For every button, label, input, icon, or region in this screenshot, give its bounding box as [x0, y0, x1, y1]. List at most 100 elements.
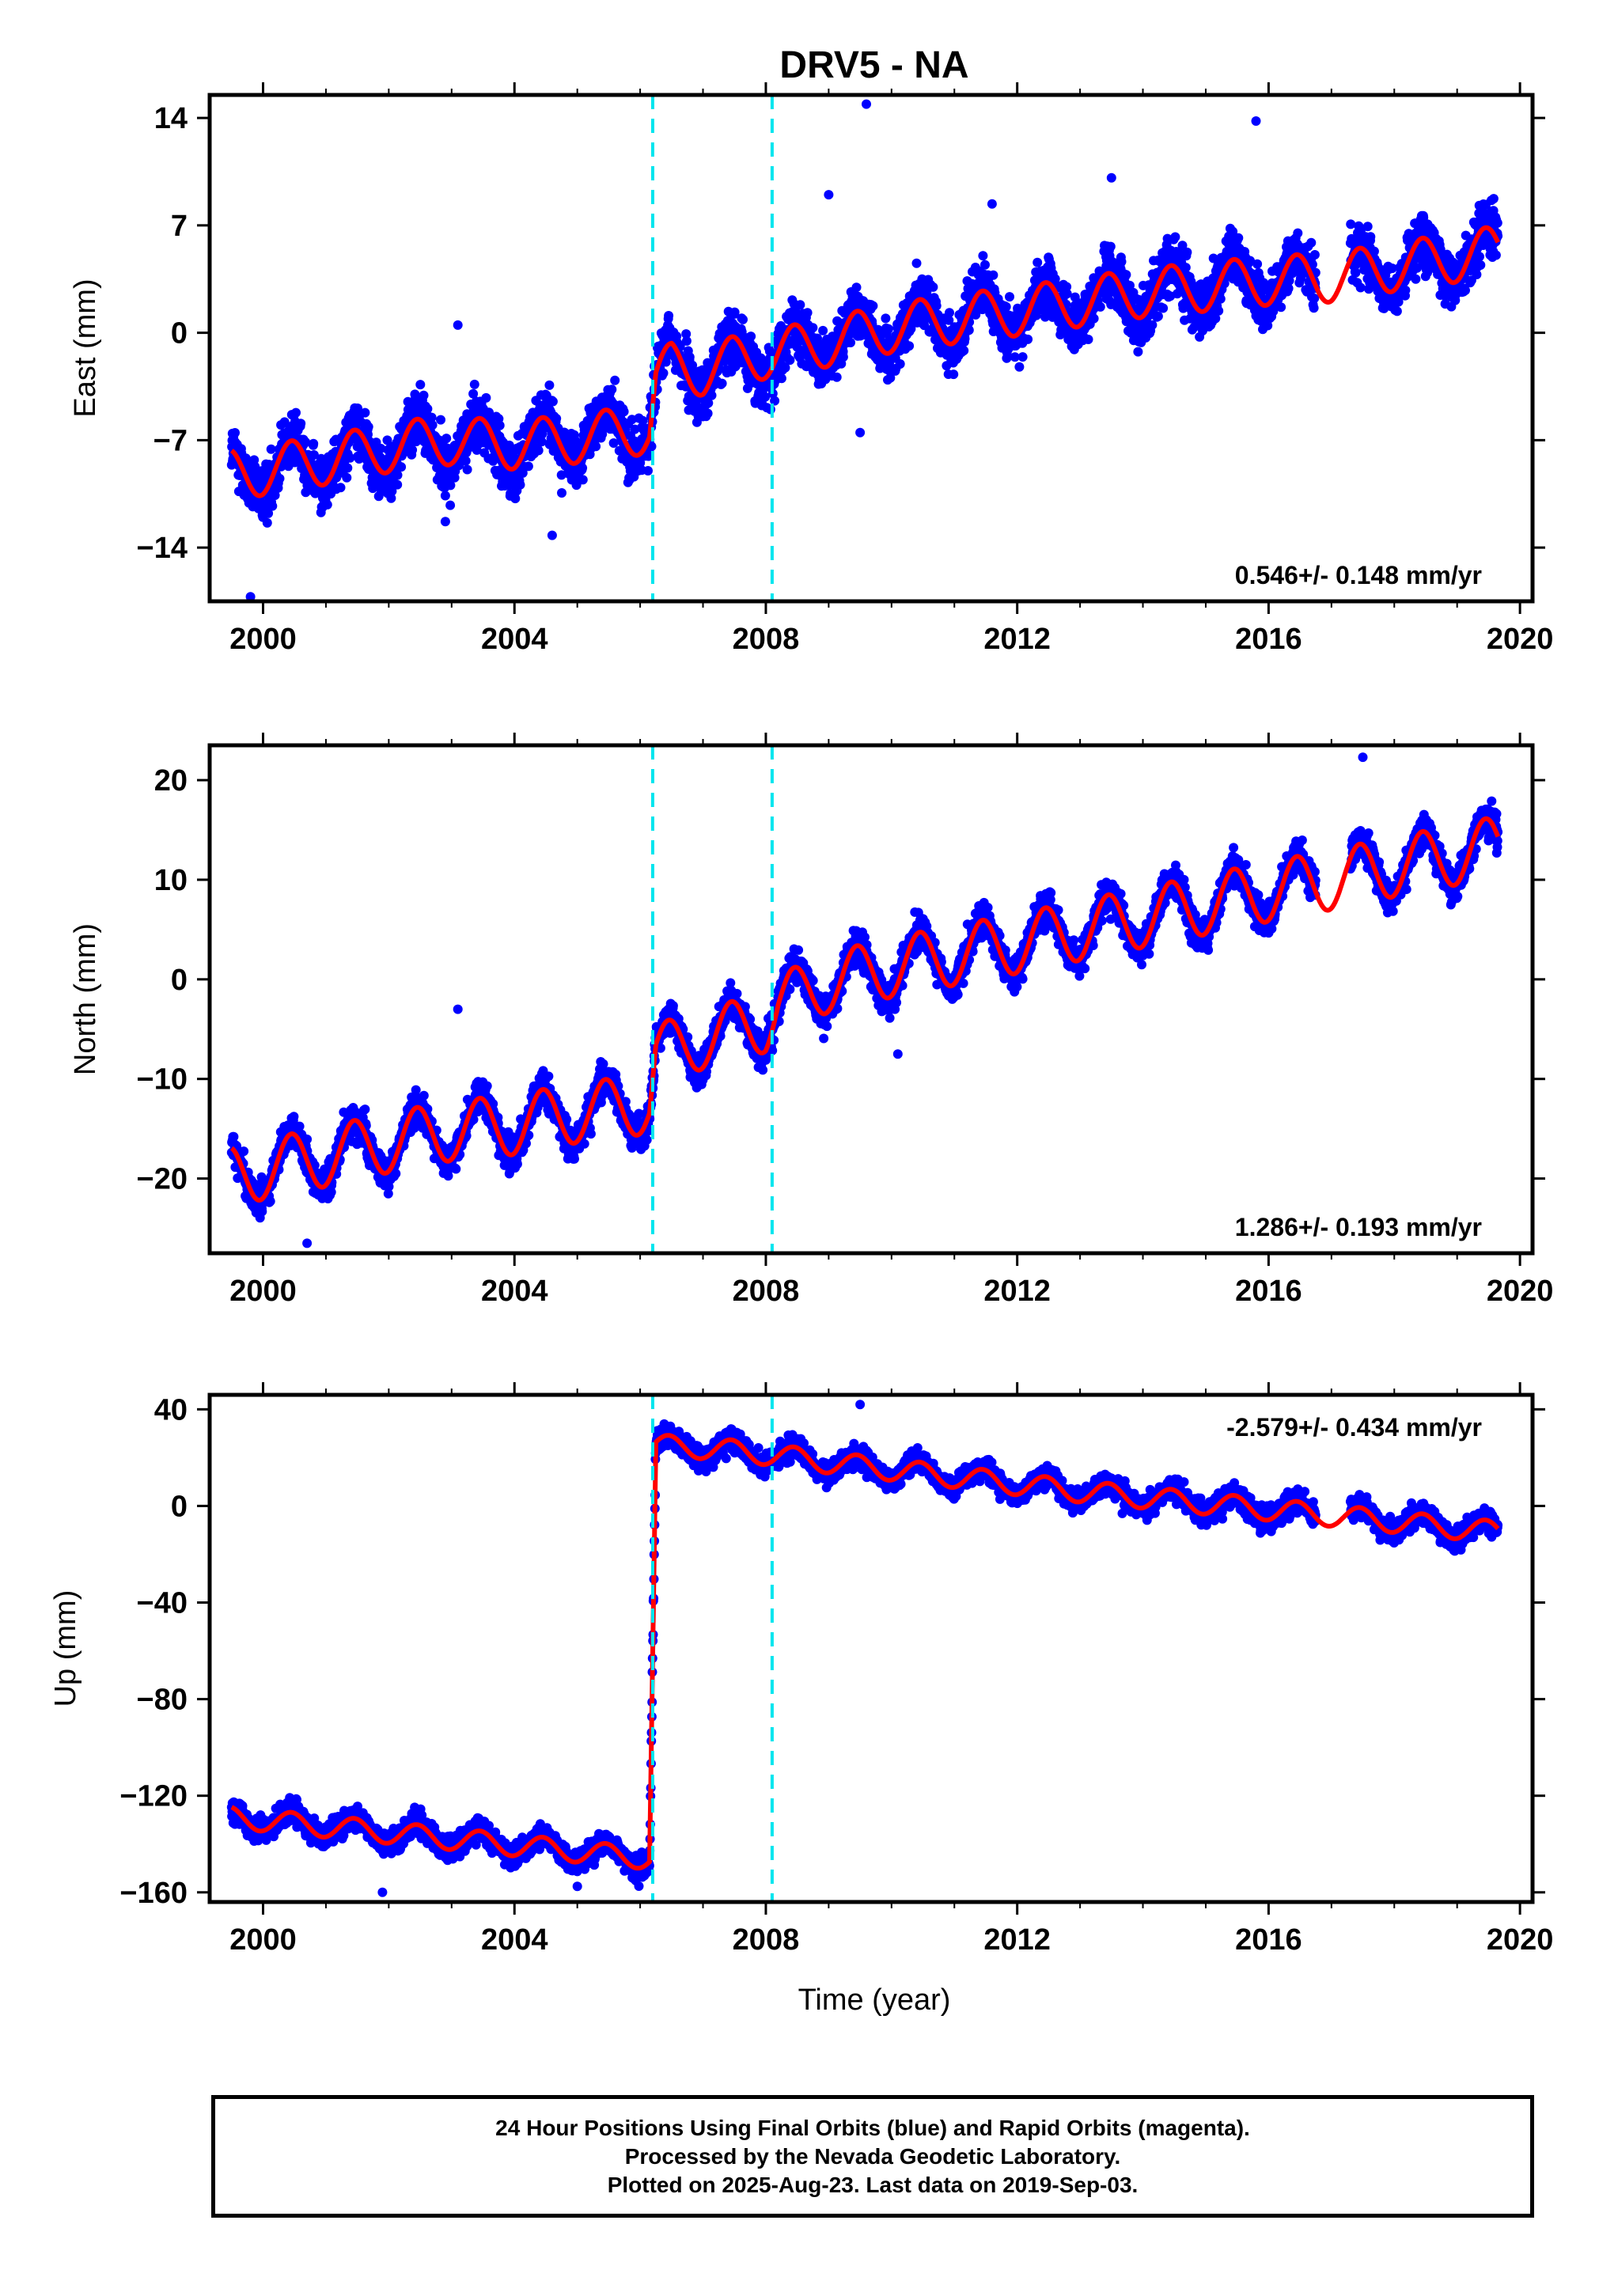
data-point — [658, 368, 669, 378]
data-point — [523, 461, 533, 472]
data-point — [427, 420, 438, 430]
data-point — [229, 1131, 239, 1142]
data-point — [746, 332, 756, 342]
data-point — [895, 359, 905, 369]
data-point — [780, 362, 790, 373]
data-point — [818, 325, 828, 335]
data-points — [226, 752, 1503, 1248]
data-point — [707, 390, 717, 400]
x-tick-label: 2000 — [229, 623, 297, 656]
data-point — [851, 282, 862, 293]
data-point — [445, 500, 456, 510]
x-axis-label: Time (year) — [798, 1983, 951, 2017]
data-point — [1010, 352, 1020, 362]
data-point — [441, 434, 452, 444]
data-point — [664, 311, 674, 320]
data-point — [928, 282, 938, 292]
data-point — [407, 445, 418, 455]
data-point — [1392, 306, 1402, 316]
data-point — [770, 396, 780, 406]
data-point — [1001, 301, 1011, 312]
data-point — [494, 420, 505, 430]
data-points — [226, 99, 1503, 601]
data-point — [544, 380, 555, 390]
data-point — [1366, 232, 1376, 242]
y-tick-label: 0 — [171, 317, 188, 350]
data-point — [684, 352, 695, 362]
data-point — [1033, 257, 1043, 267]
data-point — [1309, 303, 1319, 313]
data-point — [551, 414, 562, 423]
data-point — [1125, 280, 1135, 290]
outlier-point — [440, 517, 450, 527]
data-point — [1362, 222, 1373, 232]
outlier-point — [1106, 172, 1116, 183]
outlier-point — [855, 427, 866, 438]
data-point — [386, 493, 396, 503]
data-point — [462, 464, 472, 475]
data-point — [436, 415, 445, 425]
data-point — [881, 313, 891, 324]
plot-area — [226, 752, 1503, 1248]
data-point — [1475, 252, 1484, 262]
data-point — [619, 407, 629, 417]
data-point — [1355, 282, 1366, 293]
data-point — [703, 398, 714, 408]
data-point — [635, 458, 646, 468]
data-point — [1252, 259, 1263, 269]
outlier-point — [453, 320, 463, 330]
data-point — [760, 392, 771, 402]
data-point — [335, 483, 346, 493]
data-point — [1211, 313, 1221, 324]
outlier-point — [1251, 116, 1261, 126]
outlier-point — [824, 190, 834, 200]
data-point — [1187, 279, 1197, 290]
data-point — [1214, 305, 1224, 316]
data-point — [971, 309, 981, 320]
y-tick-label: 7 — [171, 210, 188, 243]
data-point — [481, 392, 491, 403]
data-point — [738, 314, 748, 324]
data-point — [1083, 335, 1093, 344]
data-point — [440, 491, 450, 501]
data-point — [392, 479, 403, 490]
data-point — [904, 341, 915, 351]
data-point — [1309, 250, 1320, 260]
outlier-point — [987, 199, 997, 209]
data-point — [515, 479, 525, 490]
data-point — [230, 428, 240, 438]
data-point — [266, 444, 276, 454]
plot-area — [226, 99, 1503, 601]
data-point — [717, 378, 727, 388]
data-point — [1023, 334, 1033, 344]
data-point — [445, 480, 456, 491]
data-point — [1177, 241, 1188, 251]
data-point — [345, 453, 355, 463]
data-point — [802, 308, 813, 318]
velocity-annotation: 0.546+/- 0.148 mm/yr — [1235, 561, 1482, 589]
data-point — [343, 463, 353, 473]
data-point — [643, 451, 654, 461]
data-point — [510, 494, 521, 504]
data-point — [1306, 237, 1317, 248]
data-point — [309, 438, 319, 449]
data-point — [460, 456, 471, 466]
data-point — [980, 260, 990, 270]
data-point — [570, 434, 580, 445]
data-point — [911, 258, 922, 268]
outlier-point — [547, 530, 557, 540]
x-tick-label: 2004 — [481, 623, 548, 656]
data-point — [931, 301, 942, 311]
data-point — [729, 307, 740, 317]
data-point — [1215, 294, 1226, 304]
data-point — [548, 396, 558, 407]
data-point — [838, 352, 848, 362]
data-point — [1062, 289, 1072, 299]
y-tick-label: −14 — [137, 532, 188, 565]
data-point — [1062, 282, 1072, 292]
data-point — [1400, 285, 1411, 295]
data-point — [557, 488, 566, 498]
data-point — [959, 346, 969, 356]
data-point — [1208, 253, 1218, 263]
